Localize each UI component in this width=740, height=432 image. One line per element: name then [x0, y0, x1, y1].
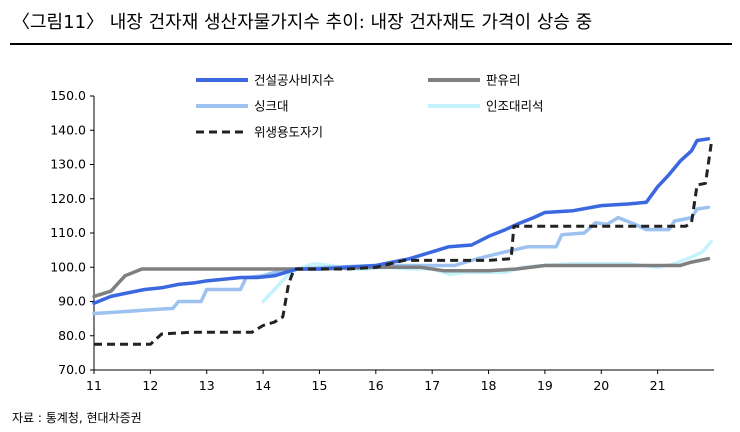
- series-line-2: [92, 256, 711, 299]
- legend-label-4: 인조대리석: [486, 99, 544, 114]
- chart-title: 〈그림11〉 내장 건자재 생산자물가지수 추이: 내장 건자재도 가격이 상승…: [12, 12, 593, 33]
- x-tick-label: 11: [86, 378, 102, 393]
- legend-label-2: 판유리: [486, 73, 521, 88]
- x-tick-label: 19: [537, 378, 553, 393]
- y-tick-label: 100.0: [50, 259, 86, 274]
- y-tick-label: 80.0: [58, 328, 86, 343]
- x-tick-label: 13: [199, 378, 215, 393]
- legend-label-5: 위생용도자기: [254, 125, 323, 140]
- y-tick-label: 140.0: [50, 122, 86, 137]
- source-note: 자료 : 통계청, 현대차증권: [12, 411, 142, 425]
- x-tick-label: 12: [142, 378, 158, 393]
- series-line-1: [92, 137, 711, 305]
- x-tick-label: 17: [424, 378, 440, 393]
- y-tick-label: 70.0: [58, 362, 86, 377]
- y-tick-label: 110.0: [50, 225, 86, 240]
- chart-series: [92, 137, 713, 346]
- x-tick-label: 21: [650, 378, 666, 393]
- series-line-3: [92, 205, 711, 316]
- y-tick-label: 130.0: [50, 157, 86, 172]
- x-tick-label: 14: [255, 378, 271, 393]
- y-tick-label: 90.0: [58, 294, 86, 309]
- series-line-5: [94, 143, 713, 346]
- y-tick-label: 120.0: [50, 191, 86, 206]
- legend-label-1: 건설공사비지수: [254, 73, 335, 88]
- y-tick-label: 150.0: [50, 88, 86, 103]
- title-divider: [10, 43, 732, 45]
- legend-label-3: 싱크대: [254, 99, 289, 114]
- x-tick-label: 16: [368, 378, 384, 393]
- x-tick-label: 15: [312, 378, 328, 393]
- x-tick-label: 18: [481, 378, 497, 393]
- chart-axes: 70.0 80.0 90.0 100.0 110.0 120.0 130.0 140.0 150…: [50, 88, 714, 393]
- x-tick-label: 20: [593, 378, 609, 393]
